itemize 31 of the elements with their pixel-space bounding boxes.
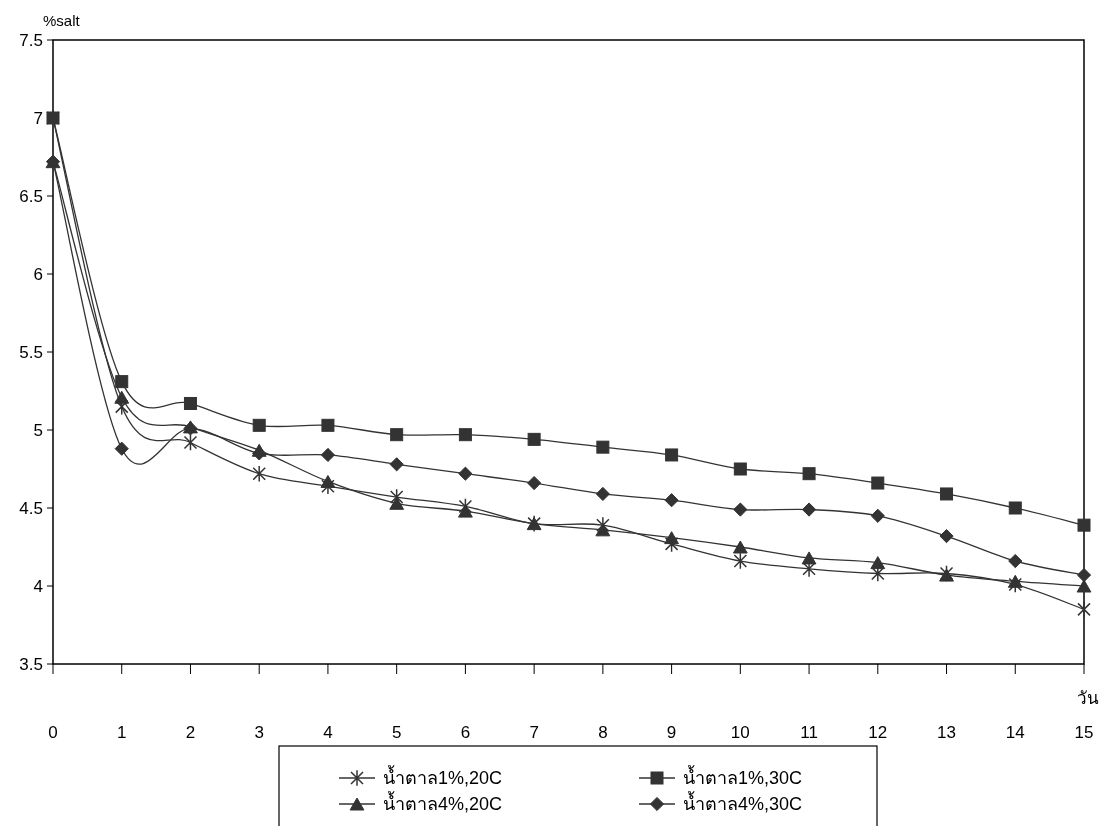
- legend-label: น้ำตาล1%,30C: [683, 765, 803, 788]
- x-tick-label: 2: [185, 723, 196, 742]
- x-tick-label: 7: [529, 723, 539, 742]
- y-tick-label: 6.5: [19, 187, 43, 206]
- x-tick-label: 0: [48, 723, 58, 742]
- y-tick-label: 5: [33, 421, 43, 440]
- x-tick-label: 14: [1005, 723, 1025, 742]
- y-tick-label: 7: [33, 109, 43, 128]
- y-tick-label: 4: [33, 577, 43, 596]
- x-tick-label: 9: [666, 723, 677, 742]
- x-tick-label: 6: [460, 723, 471, 742]
- x-tick-label: 10: [730, 723, 750, 742]
- y-tick-label: 5.5: [19, 343, 43, 362]
- x-tick-label: 12: [868, 723, 888, 742]
- x-tick-label: 3: [254, 723, 264, 742]
- y-tick-label: 7.5: [19, 31, 43, 50]
- x-tick-label: 13: [937, 723, 956, 742]
- y-tick-label: 6: [33, 265, 43, 284]
- x-tick-label: 1: [117, 723, 127, 742]
- x-tick-label: 5: [391, 723, 402, 742]
- x-tick-label: 11: [800, 723, 818, 742]
- legend-label: น้ำตาล1%,20C: [383, 765, 503, 788]
- legend-label: น้ำตาล4%,20C: [383, 791, 503, 814]
- x-tick-label: 15: [1074, 723, 1094, 742]
- y-tick-label: 3.5: [19, 655, 43, 674]
- legend-label: น้ำตาล4%,30C: [683, 791, 803, 814]
- x-axis-title: วัน: [1077, 689, 1099, 708]
- x-tick-label: 4: [323, 723, 333, 742]
- x-tick-label: 8: [598, 723, 608, 742]
- y-tick-label: 4.5: [19, 499, 43, 518]
- y-axis-title: %salt: [43, 12, 81, 29]
